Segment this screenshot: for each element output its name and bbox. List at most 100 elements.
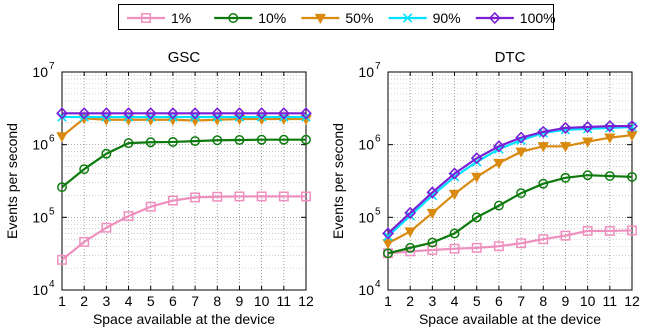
- series-line: [387, 229, 633, 255]
- data-point: [449, 228, 460, 239]
- data-point: [301, 134, 311, 145]
- x-tick-label: 4: [125, 293, 133, 309]
- data-point: [101, 148, 112, 159]
- data-point: [278, 191, 289, 202]
- data-point: [516, 238, 527, 249]
- data-point: [604, 225, 615, 236]
- data-point: [190, 192, 201, 203]
- data-point: [559, 121, 572, 135]
- x-tick-label: 7: [191, 293, 199, 309]
- legend-item: 10%: [214, 10, 286, 26]
- data-point: [56, 107, 68, 120]
- data-point: [471, 172, 483, 183]
- legend-marker: [488, 11, 501, 25]
- x-tick-label: 6: [495, 293, 503, 309]
- data-point: [189, 107, 201, 120]
- data-point: [538, 178, 549, 189]
- y-tick-exponent: 6: [49, 134, 55, 145]
- x-tick-label: 8: [213, 293, 221, 309]
- data-point: [190, 136, 201, 147]
- plot-frame: [61, 71, 307, 291]
- data-point: [122, 107, 135, 120]
- data-point: [79, 164, 90, 175]
- y-axis-label: Events per second: [4, 123, 20, 239]
- data-point: [582, 170, 593, 181]
- y-tick-label: 10: [32, 282, 48, 298]
- x-tick-label: 5: [473, 293, 481, 309]
- data-point: [234, 191, 245, 202]
- x-tick-label: 9: [236, 293, 244, 309]
- data-point: [515, 147, 527, 158]
- x-tick-label: 7: [517, 293, 525, 309]
- series-line: [61, 138, 306, 189]
- x-tick-label: 12: [298, 293, 314, 309]
- data-point: [56, 132, 68, 143]
- data-point: [256, 191, 267, 202]
- data-point: [278, 134, 289, 145]
- data-point: [145, 201, 156, 212]
- x-tick-label: 3: [102, 293, 110, 309]
- y-tick-exponent: 4: [49, 279, 55, 290]
- data-point: [167, 107, 179, 120]
- series: [57, 134, 311, 193]
- series: [56, 107, 312, 120]
- legend-item: 100%: [475, 10, 555, 26]
- series: [382, 119, 638, 240]
- data-point: [603, 119, 616, 133]
- data-point: [405, 242, 416, 253]
- data-point: [404, 206, 417, 220]
- data-point: [79, 236, 90, 247]
- data-point: [560, 230, 571, 241]
- series-line: [387, 174, 633, 255]
- data-point: [300, 107, 312, 120]
- chart-panel-dtc: 1 2 3 4 5 6 7 8 9 10 11 12 10 4 10 5 10 6 10 7 DTC Space avai…: [326, 40, 652, 332]
- y-tick-exponent: 5: [375, 206, 381, 217]
- data-point: [515, 131, 527, 144]
- data-point: [560, 172, 571, 183]
- chart-panel-gsc: 1 2 3 4 5 6 7 8 9 10 11 12 10 4 10 5 10 6 10 7 GSC Space avai…: [0, 40, 326, 332]
- y-axis-label: Events per second: [330, 123, 346, 239]
- data-point: [426, 208, 439, 219]
- data-point: [449, 172, 460, 182]
- data-point: [493, 200, 504, 211]
- data-point: [101, 222, 112, 233]
- y-tick-label: 10: [358, 137, 374, 153]
- chart-title: DTC: [495, 49, 526, 66]
- chart-title: GSC: [168, 49, 201, 66]
- data-point: [383, 231, 393, 241]
- data-point: [581, 137, 594, 148]
- data-point: [100, 107, 113, 120]
- legend-marker: [402, 13, 413, 23]
- x-tick-label: 11: [277, 293, 292, 309]
- data-point: [167, 195, 178, 206]
- data-point: [448, 189, 461, 200]
- data-point: [234, 135, 245, 145]
- data-point: [233, 107, 246, 120]
- data-point: [212, 135, 223, 146]
- y-tick-label: 10: [358, 64, 374, 80]
- data-point: [255, 107, 268, 120]
- data-point: [277, 107, 290, 120]
- legend-label: 100%: [520, 10, 555, 26]
- data-point: [581, 120, 594, 134]
- data-point: [537, 142, 549, 153]
- series: [383, 225, 637, 259]
- y-tick-exponent: 7: [49, 61, 55, 72]
- data-point: [426, 186, 439, 199]
- legend-label: 1%: [171, 10, 191, 26]
- data-point: [427, 245, 438, 255]
- y-tick-exponent: 6: [375, 134, 381, 145]
- series-line: [61, 117, 306, 138]
- data-point: [256, 134, 267, 145]
- legend-marker: [314, 13, 327, 25]
- legend-item: 1%: [127, 10, 191, 26]
- x-tick-label: 10: [580, 293, 596, 309]
- data-point: [470, 152, 483, 165]
- x-tick-label: 2: [406, 293, 414, 309]
- legend-item: 50%: [301, 10, 373, 26]
- data-point: [382, 239, 394, 250]
- data-point: [538, 234, 549, 245]
- y-tick-label: 10: [358, 209, 374, 225]
- y-tick-exponent: 7: [375, 61, 381, 72]
- data-point: [449, 243, 460, 254]
